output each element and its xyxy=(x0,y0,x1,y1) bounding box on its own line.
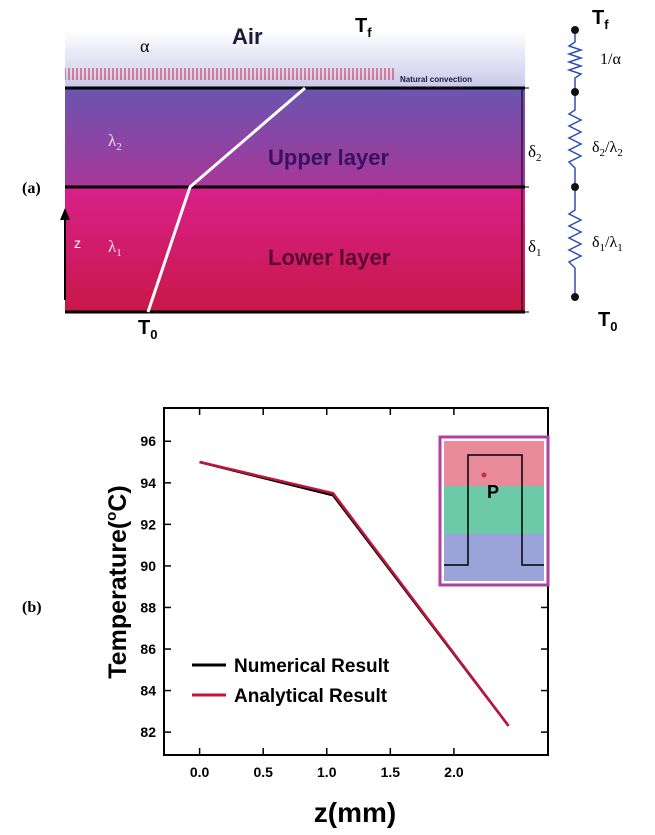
lambda1-label: λ1 xyxy=(108,237,122,259)
y-tick-label: 90 xyxy=(140,558,156,574)
r-air-label: 1/α xyxy=(600,51,621,68)
legend-label: Analytical Result xyxy=(234,686,388,707)
inset: P xyxy=(438,435,550,587)
r-upper-label: δ2/λ2 xyxy=(592,139,623,159)
upper-layer-label: Upper layer xyxy=(268,145,389,170)
z-label: z xyxy=(74,235,81,251)
circuit-tf-label: Tf xyxy=(592,7,609,32)
series-line xyxy=(199,460,510,727)
y-tick-label: 96 xyxy=(140,433,156,449)
lower-layer-region xyxy=(65,187,525,312)
tf-label: Tf xyxy=(355,15,372,40)
x-tick-label: 2.0 xyxy=(444,764,464,780)
dimension-lines xyxy=(515,87,529,313)
x-tick-label: 0.5 xyxy=(253,764,273,780)
x-tick-label: 1.5 xyxy=(381,764,401,780)
y-tick-label: 94 xyxy=(140,475,156,491)
x-axis-title: z(mm) xyxy=(314,797,396,828)
alpha-label: α xyxy=(140,36,150,56)
panel-label: (b) xyxy=(22,599,42,616)
panel-b: (b) z(mm) Temperature(oC) 82 84 86 88 90 92 94… xyxy=(22,407,550,828)
panel-a: (a) α Air Tf Natural convection λ2 Upper… xyxy=(22,7,623,342)
arrow-head xyxy=(60,208,70,220)
convection-marks xyxy=(65,68,395,80)
y-axis-title: Temperature(oC) xyxy=(103,485,132,678)
y-tick-label: 92 xyxy=(140,516,156,532)
circuit-nodes xyxy=(571,26,579,301)
lambda2-label: λ2 xyxy=(108,131,122,153)
t0-label: T0 xyxy=(138,317,157,342)
circuit-t0-label: T0 xyxy=(598,309,617,334)
panel-label: (a) xyxy=(22,180,41,197)
y-tick-label: 82 xyxy=(140,724,156,740)
y-tick-label: 86 xyxy=(140,641,156,657)
y-tick-label: 84 xyxy=(140,683,156,699)
inset-label: P xyxy=(487,482,499,502)
temperature-profile xyxy=(146,86,306,313)
r-lower-label: δ1/λ1 xyxy=(592,234,623,254)
convection-label: Natural convection xyxy=(400,75,472,84)
delta1-label: δ1 xyxy=(528,237,542,259)
legend-label: Numerical Result xyxy=(234,656,390,677)
air-label: Air xyxy=(232,24,263,49)
lower-layer-label: Lower layer xyxy=(268,245,391,270)
y-tick-label: 88 xyxy=(140,599,156,615)
upper-layer-region xyxy=(65,88,525,187)
x-tick-label: 1.0 xyxy=(317,764,337,780)
circuit-wire xyxy=(566,30,584,297)
x-tick-label: 0.0 xyxy=(190,764,210,780)
delta2-label: δ2 xyxy=(528,142,542,164)
